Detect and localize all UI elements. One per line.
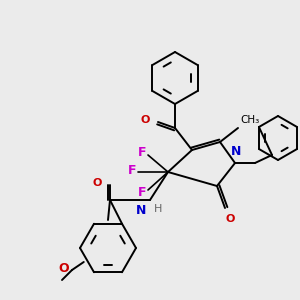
Text: N: N [231, 145, 241, 158]
Text: F: F [137, 185, 146, 199]
Text: O: O [226, 214, 236, 224]
Text: O: O [141, 115, 150, 125]
Text: O: O [93, 178, 102, 188]
Text: F: F [128, 164, 136, 178]
Text: CH₃: CH₃ [240, 115, 259, 125]
Text: O: O [58, 262, 69, 275]
Text: F: F [137, 146, 146, 158]
Text: N: N [136, 204, 146, 217]
Text: H: H [154, 204, 162, 214]
